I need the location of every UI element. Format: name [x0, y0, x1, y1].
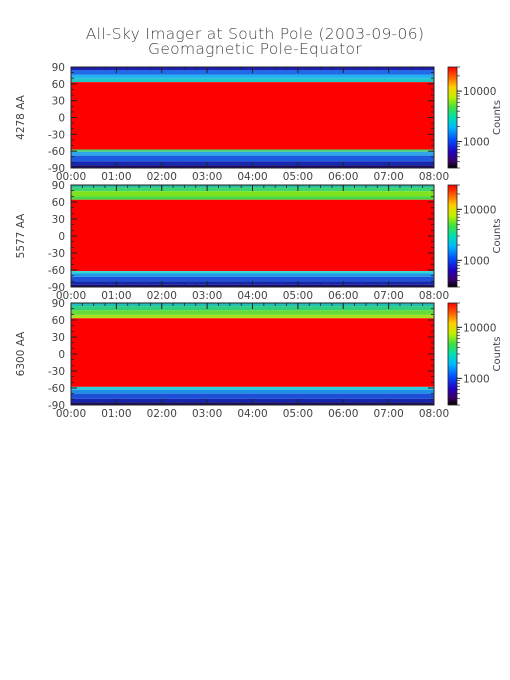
x-tick-label: 00:00 — [56, 408, 86, 420]
x-tick-label: 04:00 — [237, 290, 267, 302]
colorbar — [447, 302, 458, 406]
y-tick-label: 0 — [58, 349, 65, 361]
colorbar-label: Counts — [492, 219, 503, 254]
x-tick-label: 00:00 — [56, 171, 86, 183]
y-axis-label: 6300 AA — [15, 331, 27, 377]
y-tick-label: -90 — [48, 282, 65, 294]
y-tick-label: 0 — [58, 113, 65, 125]
heatmap-band — [71, 82, 434, 150]
y-tick-label: -60 — [48, 383, 65, 395]
colorbar-tick-label: 1000 — [463, 255, 490, 267]
y-tick-label: 90 — [52, 62, 65, 74]
y-tick-label: 90 — [52, 298, 65, 310]
y-tick-label: -30 — [48, 366, 65, 378]
heatmap-band — [71, 386, 434, 390]
x-tick-label: 00:00 — [56, 290, 86, 302]
y-axis-label: 5577 AA — [15, 213, 27, 259]
y-tick-label: -90 — [48, 163, 65, 175]
y-tick-label: -60 — [48, 146, 65, 158]
y-tick-label: 60 — [52, 197, 65, 209]
y-tick-label: 30 — [52, 96, 65, 108]
x-tick-label: 07:00 — [373, 408, 403, 420]
colorbar — [447, 66, 458, 169]
colorbar-label: Counts — [492, 100, 503, 135]
heatmap-band — [71, 196, 434, 200]
heatmap-band — [71, 78, 434, 83]
heatmap-band — [71, 318, 434, 387]
heatmap-band — [71, 155, 434, 162]
y-tick-label: 90 — [52, 180, 65, 192]
x-tick-label: 08:00 — [419, 290, 449, 302]
y-tick-label: 60 — [52, 315, 65, 327]
y-tick-label: -30 — [48, 248, 65, 260]
x-tick-label: 06:00 — [328, 171, 358, 183]
y-axis-label: 4278 AA — [15, 94, 27, 140]
x-tick-label: 02:00 — [147, 408, 177, 420]
x-tick-label: 08:00 — [419, 171, 449, 183]
heatmap-band — [71, 151, 434, 156]
y-tick-label: 60 — [52, 79, 65, 91]
x-tick-label: 05:00 — [283, 290, 313, 302]
colorbar-tick-label: 10000 — [463, 322, 496, 334]
heatmap-band — [71, 199, 434, 272]
colorbar-tick-label: 1000 — [463, 137, 490, 149]
heatmap-band — [71, 74, 434, 79]
y-tick-label: -90 — [48, 400, 65, 412]
x-tick-label: 06:00 — [328, 290, 358, 302]
y-tick-label: 30 — [52, 214, 65, 226]
heatmap-band — [71, 149, 434, 152]
heatmap-band — [71, 271, 434, 274]
colorbar-tick-label: 10000 — [463, 204, 496, 216]
x-tick-label: 01:00 — [101, 408, 131, 420]
y-tick-label: -30 — [48, 129, 65, 141]
chart-subtitle: Geomagnetic Pole-Equator — [148, 40, 362, 58]
heatmap-band — [71, 191, 434, 197]
y-tick-label: 0 — [58, 231, 65, 243]
heatmap-band — [71, 276, 434, 282]
colorbar-tick-label: 1000 — [463, 373, 490, 385]
y-tick-label: 30 — [52, 332, 65, 344]
x-tick-label: 04:00 — [237, 408, 267, 420]
x-tick-label: 03:00 — [192, 171, 222, 183]
x-tick-label: 03:00 — [192, 290, 222, 302]
x-tick-label: 05:00 — [283, 171, 313, 183]
x-tick-label: 06:00 — [328, 408, 358, 420]
colorbar — [447, 184, 458, 288]
x-tick-label: 02:00 — [147, 171, 177, 183]
x-tick-label: 07:00 — [373, 171, 403, 183]
x-tick-label: 07:00 — [373, 290, 403, 302]
heatmap-band — [71, 314, 434, 319]
y-tick-label: -60 — [48, 265, 65, 277]
x-tick-label: 02:00 — [147, 290, 177, 302]
heatmap-band — [71, 393, 434, 399]
x-tick-label: 04:00 — [237, 171, 267, 183]
heatmap-band — [71, 310, 434, 315]
colorbar-label: Counts — [492, 337, 503, 372]
chart-title: All-Sky Imager at South Pole (2003-09-06… — [85, 25, 425, 43]
x-tick-label: 01:00 — [101, 171, 131, 183]
colorbar-tick-label: 10000 — [463, 86, 496, 98]
heatmap-band — [71, 389, 434, 394]
x-tick-label: 01:00 — [101, 290, 131, 302]
heatmap-band — [71, 273, 434, 277]
x-tick-label: 05:00 — [283, 408, 313, 420]
x-tick-label: 03:00 — [192, 408, 222, 420]
x-tick-label: 08:00 — [419, 408, 449, 420]
